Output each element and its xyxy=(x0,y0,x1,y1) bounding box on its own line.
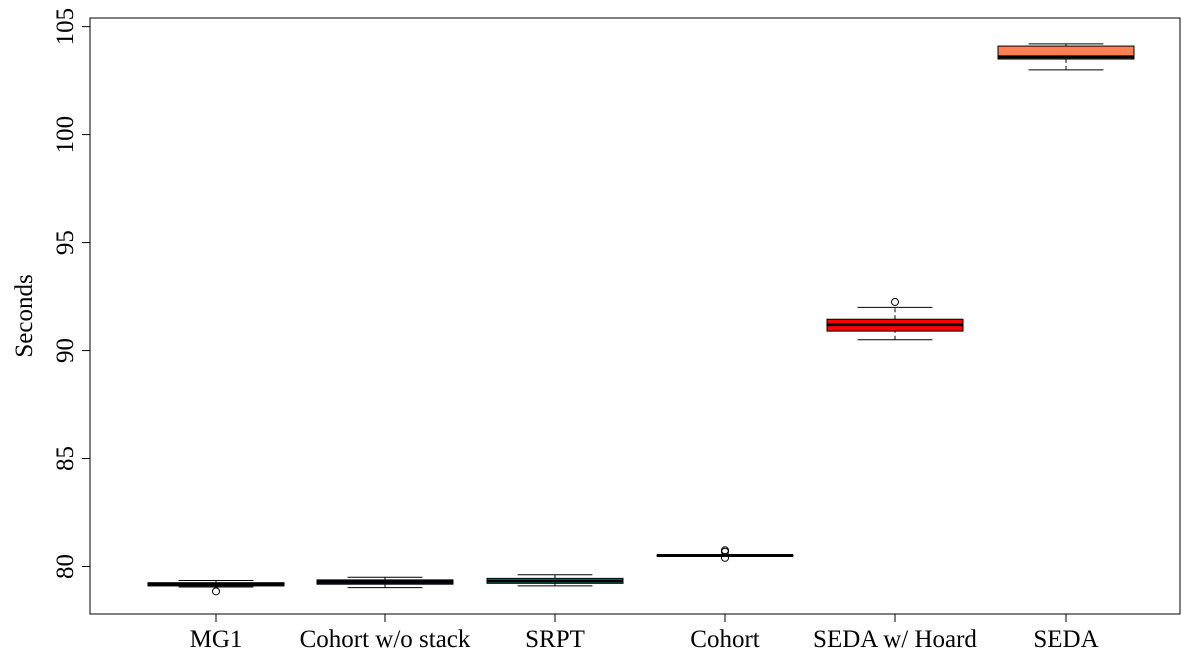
y-tick-label: 95 xyxy=(52,230,79,255)
y-tick-label: 100 xyxy=(52,116,79,154)
x-tick-label: Cohort w/o stack xyxy=(300,626,471,653)
x-tick-label: MG1 xyxy=(190,626,243,653)
box-group xyxy=(316,576,454,589)
y-axis-title: Seconds xyxy=(11,274,38,357)
plot-frame xyxy=(89,17,1181,615)
x-tick-label: Cohort xyxy=(690,626,760,653)
box-group xyxy=(486,574,624,587)
outlier-point xyxy=(212,587,220,596)
box-group xyxy=(147,580,285,596)
x-axis: MG1 Cohort w/o stack SRPT Cohort SEDA w/ Hoa… xyxy=(190,614,1099,653)
x-tick-label: SRPT xyxy=(525,626,585,653)
box-group xyxy=(656,546,794,562)
y-tick-label: 80 xyxy=(52,554,79,579)
outlier-point xyxy=(721,546,729,555)
boxes xyxy=(147,43,1135,596)
y-tick-label: 85 xyxy=(52,446,79,471)
x-tick-label: SEDA w/ Hoard xyxy=(813,626,977,653)
x-tick-label: SEDA xyxy=(1033,626,1098,653)
y-tick-label: 105 xyxy=(52,8,79,46)
box-group xyxy=(997,43,1135,71)
box-group xyxy=(826,297,964,341)
y-tick-label: 90 xyxy=(52,338,79,363)
outlier-point xyxy=(721,553,729,562)
y-axis: 80 85 90 95 100 105 xyxy=(52,8,91,579)
outlier-point xyxy=(891,297,899,306)
